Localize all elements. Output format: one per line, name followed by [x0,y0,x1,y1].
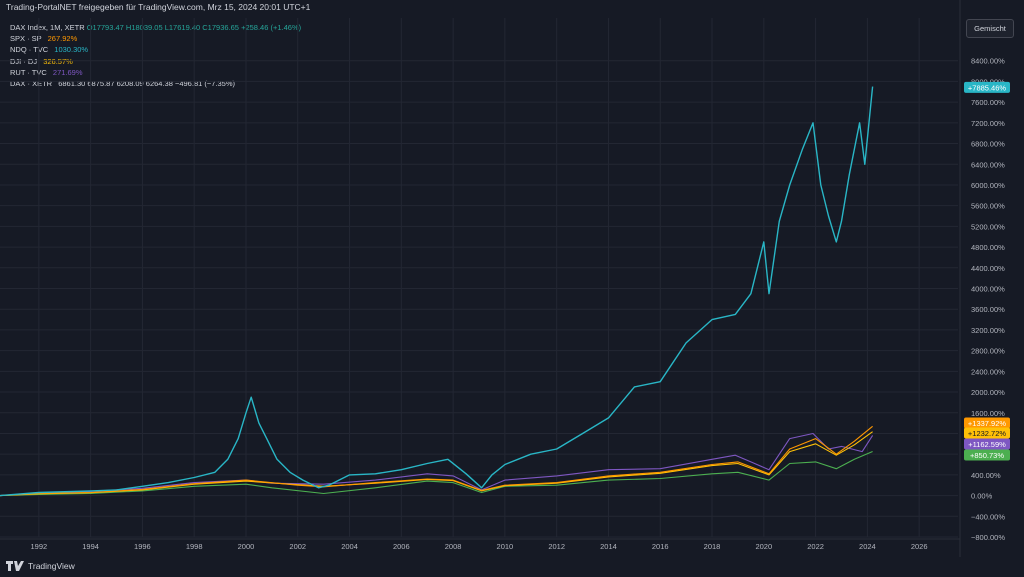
tradingview-logo-icon [6,561,24,571]
x-tick-label: 2016 [652,542,669,551]
legend-item-ndq[interactable]: NDQ · TVC 1030.30% [10,44,301,55]
y-tick-label: 4000.00% [971,285,1005,294]
legend-item-spx[interactable]: SPX · SP 267.92% [10,33,301,44]
footer-brand: TradingView [28,561,75,571]
y-tick-label: 1600.00% [971,409,1005,418]
value-tag-label: +1232.72% [968,429,1006,438]
series-line-spx [0,425,873,497]
y-tick-label: 5200.00% [971,222,1005,231]
legend-open: O17793.47 [86,23,124,32]
y-tick-label: −400.00% [971,512,1005,521]
last-value-tags: +7885.46% +1337.92%+1232.72% +1162.59% +850… [964,81,1010,461]
series-lines [0,86,874,497]
legend-item-value: 271.69% [52,67,83,77]
chart-header: Trading-PortalNET freigegeben für Tradin… [6,2,311,12]
x-tick-label: 2002 [289,542,306,551]
x-tick-label: 2010 [497,542,514,551]
footer: TradingView [6,561,75,571]
x-tick-label: 2018 [704,542,721,551]
grid [0,18,958,538]
x-tick-label: 2000 [238,542,255,551]
legend-item-dax[interactable]: DAX · XETR 6861.30 6875.87 6208.09 6264.… [10,78,301,89]
value-tag-bg [964,81,1010,93]
legend-main-row[interactable]: DAX Index, 1M, XETR O17793.47 H18039.05 … [10,22,301,33]
x-axis[interactable]: 1992 1994 1996 1998 2000 2002 2004 2006 2008 2010… [0,538,960,551]
y-tick-label: 2000.00% [971,388,1005,397]
value-tag-bg [964,438,1010,450]
value-tag-label: +1337.92% [968,419,1006,428]
y-tick-label: 8400.00% [971,57,1005,66]
x-tick-label: 2004 [341,542,358,551]
y-tick-label: 4800.00% [971,243,1005,252]
value-tag-label: +850.73% [970,451,1004,460]
legend-item-values: 6861.30 6875.87 6208.09 6264.38 −496.81 … [58,79,236,89]
value-tag-label: +7885.46% [968,83,1006,92]
x-tick-label: 1998 [186,542,203,551]
x-tick-label: 2020 [755,542,772,551]
x-tick-label: 2012 [548,542,565,551]
legend-main-name: DAX Index, 1M, XETR [10,23,85,32]
y-tick-label: 3200.00% [971,326,1005,335]
x-tick-label: 1994 [82,542,99,551]
legend-item-name: NDQ · TVC [10,45,49,55]
series-line-ndq [0,86,874,497]
x-tick-label: 2026 [911,542,928,551]
legend-item-value: 1030.30% [54,45,89,55]
value-tag-label: +1162.59% [968,440,1006,449]
legend-low: L17619.40 [164,23,201,32]
x-tick-label: 1992 [30,542,47,551]
legend-item-rut[interactable]: RUT · TVC 271.69% [10,67,301,78]
x-tick-label: 2014 [600,542,617,551]
legend-item-value: 267.92% [47,34,78,44]
x-tick-label: 1996 [134,542,151,551]
y-tick-label: 4400.00% [971,264,1005,273]
series-line-dax [0,450,873,497]
value-tag-bg [964,427,1010,439]
legend-high: H18039.05 [125,23,163,32]
y-tick-label: 2400.00% [971,367,1005,376]
y-tick-label: 3600.00% [971,305,1005,314]
scale-mode-button[interactable]: Gemischt [966,19,1014,38]
legend-close: C17936.65 [202,23,239,32]
y-tick-label: 7600.00% [971,98,1005,107]
x-tick-label: 2022 [807,542,824,551]
legend-item-name: SPX · SP [10,34,42,44]
legend-change: +258.46 (+1.46%) [241,23,302,32]
y-tick-label: 400.00% [971,471,1001,480]
y-tick-label: 6000.00% [971,181,1005,190]
y-tick-label: 0.00% [971,492,993,501]
y-tick-label: 6800.00% [971,140,1005,149]
x-tick-label: 2024 [859,542,876,551]
x-tick-label: 2008 [445,542,462,551]
value-tag-bg [964,449,1010,461]
y-tick-label: 6400.00% [971,160,1005,169]
y-tick-label: 5600.00% [971,202,1005,211]
x-tick-label: 2006 [393,542,410,551]
legend-item-name: RUT · TVC [10,67,47,77]
legend-item-name: DAX · XETR [10,79,53,89]
y-tick-label: 2800.00% [971,347,1005,356]
series-line-rut [0,432,874,497]
y-tick-label: −800.00% [971,533,1005,542]
value-tag-bg [964,417,1010,429]
y-tick-label: 7200.00% [971,119,1005,128]
